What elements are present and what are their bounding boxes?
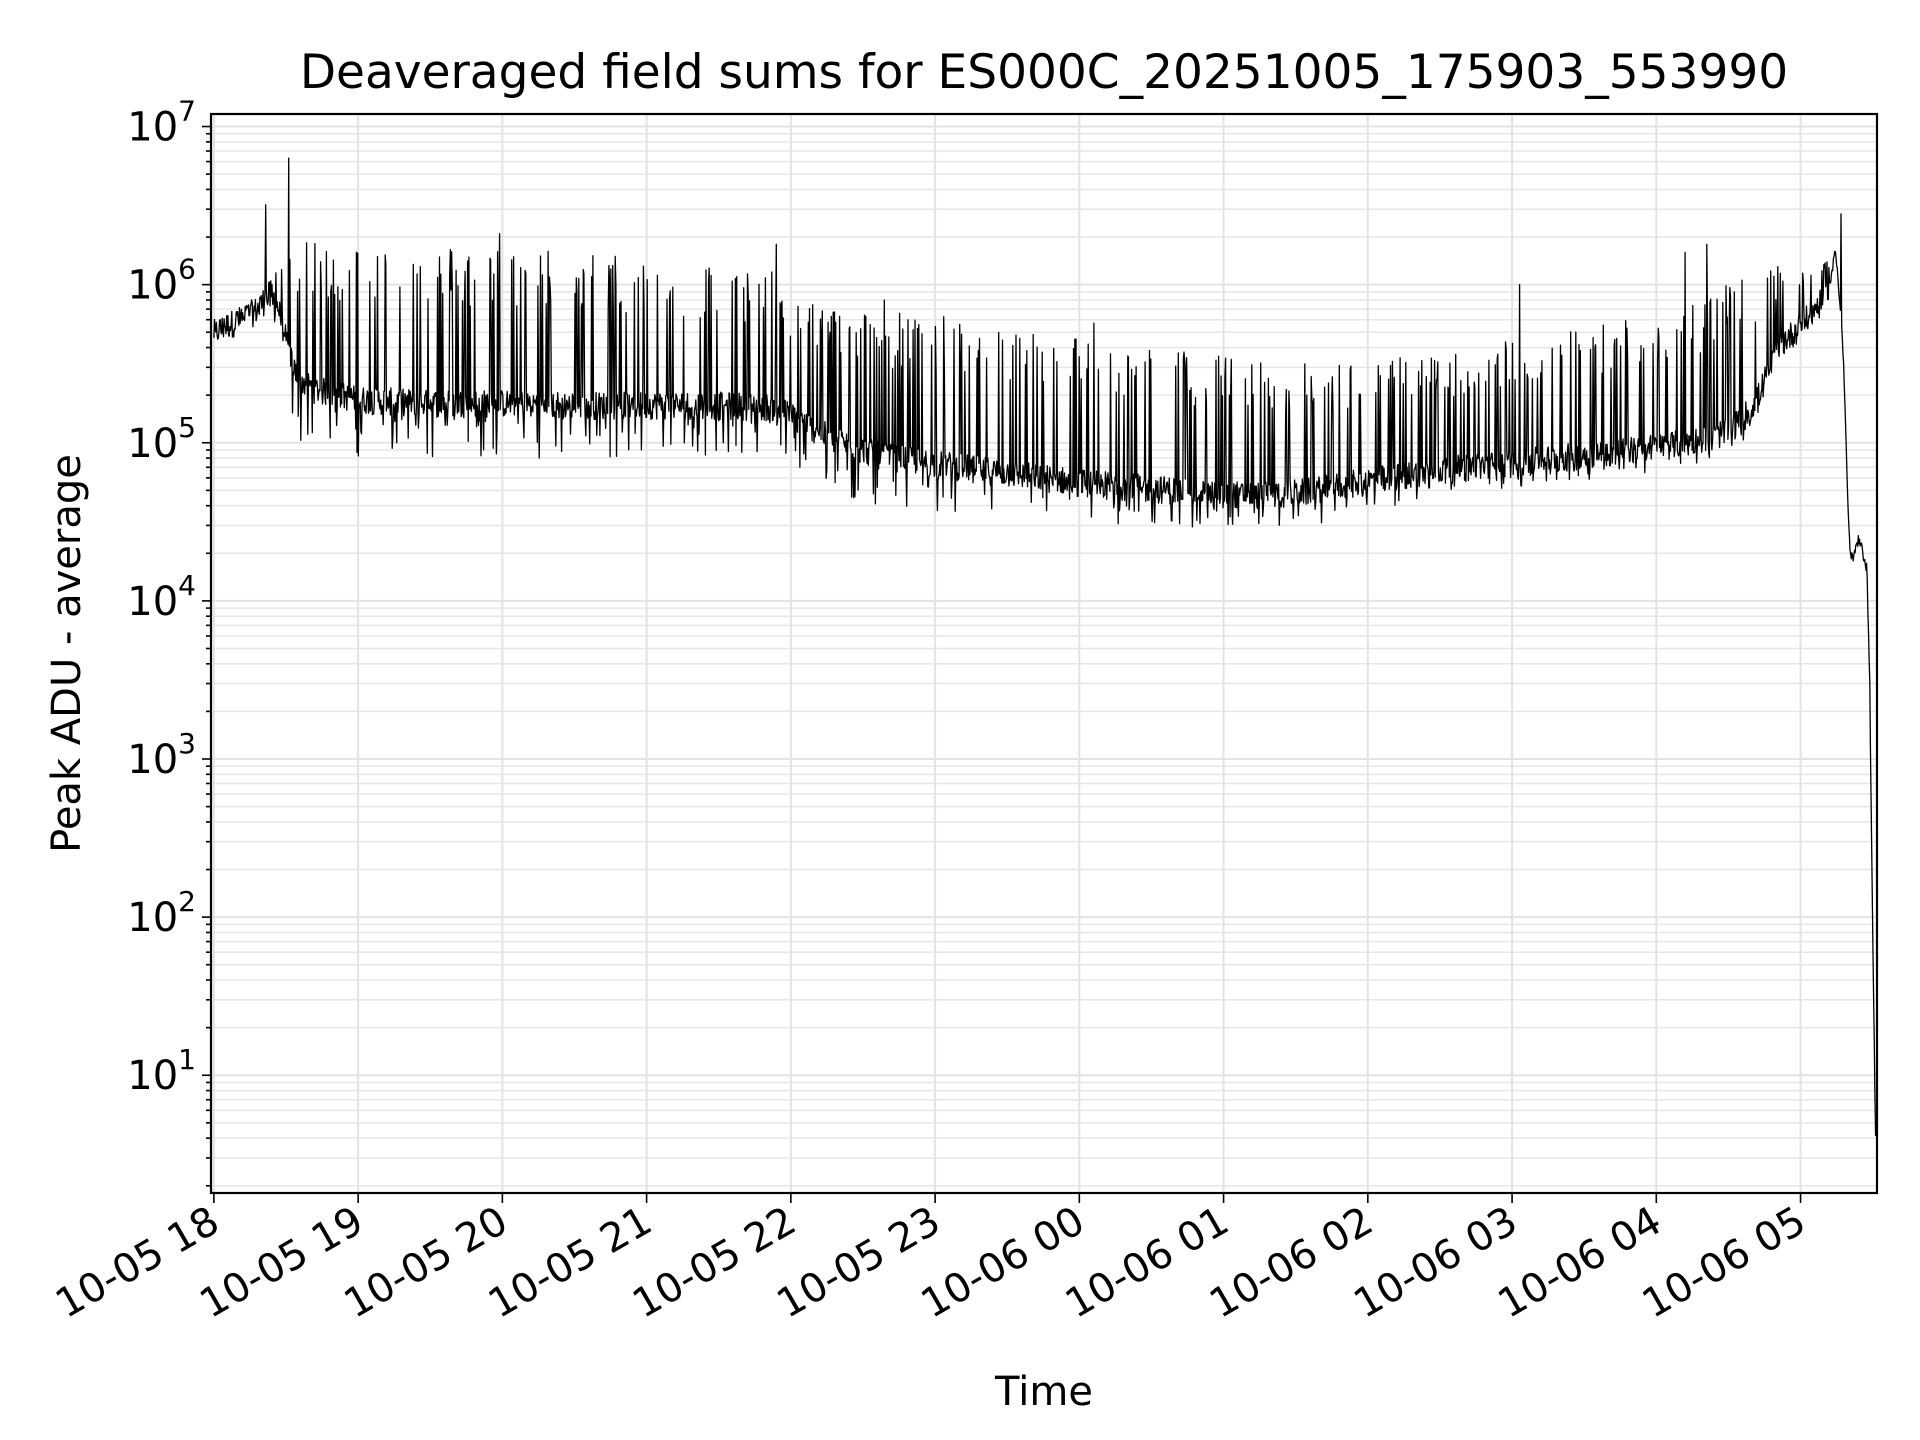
- y-axis-label: Peak ADU - average: [44, 454, 90, 853]
- grid-layer: [211, 114, 1877, 1193]
- x-tick-label: 10-05 19: [192, 1198, 371, 1328]
- y-tick-label: 105: [127, 411, 196, 467]
- x-tick-label: 10-06 04: [1491, 1198, 1670, 1328]
- x-tick-label: 10-06 00: [914, 1198, 1093, 1328]
- x-tick-label: 10-06 01: [1058, 1198, 1237, 1328]
- x-tick-label: 10-06 03: [1346, 1198, 1525, 1328]
- y-tick-label: 101: [127, 1043, 196, 1099]
- y-tick-label: 102: [127, 885, 196, 941]
- series-line: [213, 157, 1877, 1137]
- x-tick-label: 10-05 21: [481, 1198, 660, 1328]
- x-tick-label: 10-05 18: [48, 1198, 227, 1328]
- x-tick-label: 10-05 22: [625, 1198, 804, 1328]
- y-tick-label: 107: [127, 95, 196, 151]
- y-tick-label: 103: [127, 727, 196, 783]
- series-layer: [213, 157, 1877, 1137]
- x-axis-label: Time: [994, 1369, 1093, 1415]
- x-tick-label: 10-05 23: [769, 1198, 948, 1328]
- x-tick-label: 10-06 02: [1202, 1198, 1381, 1328]
- y-tick-label: 104: [127, 569, 196, 625]
- chart-title: Deaveraged field sums for ES000C_2025100…: [300, 45, 1788, 100]
- x-tick-label: 10-05 20: [337, 1198, 516, 1328]
- x-tick-label: 10-06 05: [1635, 1198, 1814, 1328]
- y-tick-label: 106: [127, 253, 196, 309]
- plot-frame: [209, 112, 1879, 1195]
- y-axis: 101 102 103 104 105 106 107: [127, 95, 211, 1187]
